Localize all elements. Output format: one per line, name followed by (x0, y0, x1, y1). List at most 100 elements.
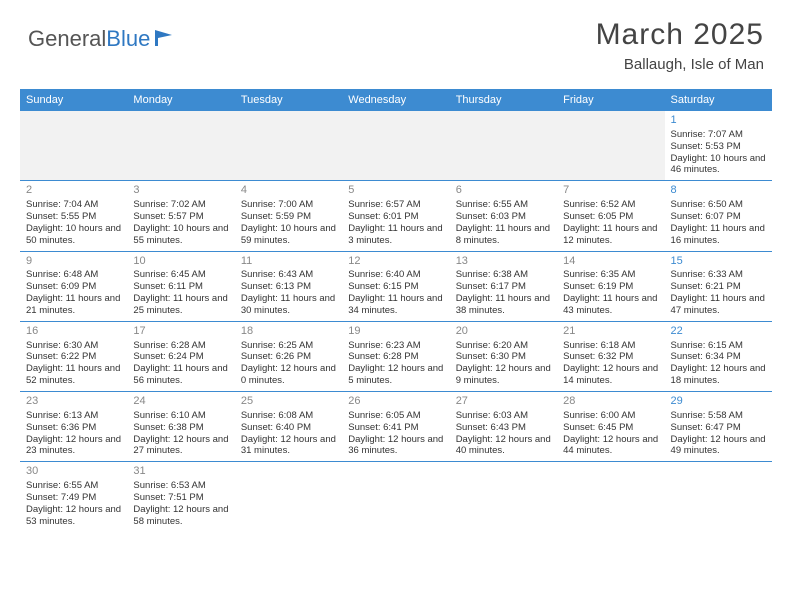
sunset-text: Sunset: 5:59 PM (241, 211, 336, 223)
sunrise-text: Sunrise: 6:20 AM (456, 340, 551, 352)
calendar-cell: 9Sunrise: 6:48 AMSunset: 6:09 PMDaylight… (20, 251, 127, 321)
sunset-text: Sunset: 6:01 PM (348, 211, 443, 223)
daylight-text: Daylight: 11 hours and 16 minutes. (671, 223, 766, 247)
day-number: 31 (133, 465, 228, 479)
page-header: General Blue March 2025 Ballaugh, Isle o… (0, 0, 792, 81)
day-number: 26 (348, 395, 443, 409)
sunrise-text: Sunrise: 6:15 AM (671, 340, 766, 352)
month-title: March 2025 (596, 18, 764, 52)
day-number: 24 (133, 395, 228, 409)
calendar-cell: 31Sunrise: 6:53 AMSunset: 7:51 PMDayligh… (127, 462, 234, 532)
sunrise-text: Sunrise: 6:05 AM (348, 410, 443, 422)
sunset-text: Sunset: 6:45 PM (563, 422, 658, 434)
sunset-text: Sunset: 6:22 PM (26, 351, 121, 363)
sunrise-text: Sunrise: 6:08 AM (241, 410, 336, 422)
calendar-cell: 5Sunrise: 6:57 AMSunset: 6:01 PMDaylight… (342, 181, 449, 251)
sunrise-text: Sunrise: 6:48 AM (26, 269, 121, 281)
sunrise-text: Sunrise: 7:02 AM (133, 199, 228, 211)
sunset-text: Sunset: 6:17 PM (456, 281, 551, 293)
weekday-header-row: Sunday Monday Tuesday Wednesday Thursday… (20, 89, 772, 111)
day-number: 28 (563, 395, 658, 409)
calendar-row: 1Sunrise: 7:07 AMSunset: 5:53 PMDaylight… (20, 111, 772, 181)
sunrise-text: Sunrise: 6:13 AM (26, 410, 121, 422)
day-number: 18 (241, 325, 336, 339)
daylight-text: Daylight: 12 hours and 27 minutes. (133, 434, 228, 458)
sunset-text: Sunset: 6:05 PM (563, 211, 658, 223)
weekday-header: Monday (127, 89, 234, 111)
sunrise-text: Sunrise: 7:00 AM (241, 199, 336, 211)
calendar-cell (450, 111, 557, 181)
daylight-text: Daylight: 11 hours and 8 minutes. (456, 223, 551, 247)
day-number: 5 (348, 184, 443, 198)
daylight-text: Daylight: 11 hours and 47 minutes. (671, 293, 766, 317)
day-number: 29 (671, 395, 766, 409)
calendar-cell: 7Sunrise: 6:52 AMSunset: 6:05 PMDaylight… (557, 181, 664, 251)
daylight-text: Daylight: 10 hours and 59 minutes. (241, 223, 336, 247)
sunrise-text: Sunrise: 6:03 AM (456, 410, 551, 422)
calendar-cell: 25Sunrise: 6:08 AMSunset: 6:40 PMDayligh… (235, 392, 342, 462)
daylight-text: Daylight: 11 hours and 56 minutes. (133, 363, 228, 387)
daylight-text: Daylight: 11 hours and 30 minutes. (241, 293, 336, 317)
day-number: 2 (26, 184, 121, 198)
sunset-text: Sunset: 6:47 PM (671, 422, 766, 434)
weekday-header: Tuesday (235, 89, 342, 111)
sunset-text: Sunset: 6:43 PM (456, 422, 551, 434)
sunset-text: Sunset: 6:19 PM (563, 281, 658, 293)
day-number: 21 (563, 325, 658, 339)
day-number: 27 (456, 395, 551, 409)
weekday-header: Sunday (20, 89, 127, 111)
sunset-text: Sunset: 5:53 PM (671, 141, 766, 153)
calendar-cell: 1Sunrise: 7:07 AMSunset: 5:53 PMDaylight… (665, 111, 772, 181)
day-number: 19 (348, 325, 443, 339)
daylight-text: Daylight: 12 hours and 53 minutes. (26, 504, 121, 528)
sunset-text: Sunset: 7:49 PM (26, 492, 121, 504)
daylight-text: Daylight: 12 hours and 31 minutes. (241, 434, 336, 458)
daylight-text: Daylight: 12 hours and 44 minutes. (563, 434, 658, 458)
calendar-cell: 19Sunrise: 6:23 AMSunset: 6:28 PMDayligh… (342, 321, 449, 391)
calendar-cell: 22Sunrise: 6:15 AMSunset: 6:34 PMDayligh… (665, 321, 772, 391)
sunrise-text: Sunrise: 5:58 AM (671, 410, 766, 422)
day-number: 12 (348, 255, 443, 269)
sunrise-text: Sunrise: 6:00 AM (563, 410, 658, 422)
sunset-text: Sunset: 6:38 PM (133, 422, 228, 434)
day-number: 9 (26, 255, 121, 269)
sunrise-text: Sunrise: 6:10 AM (133, 410, 228, 422)
daylight-text: Daylight: 10 hours and 46 minutes. (671, 153, 766, 177)
calendar-cell: 14Sunrise: 6:35 AMSunset: 6:19 PMDayligh… (557, 251, 664, 321)
day-number: 16 (26, 325, 121, 339)
day-number: 11 (241, 255, 336, 269)
location: Ballaugh, Isle of Man (596, 56, 764, 73)
calendar-cell (235, 462, 342, 532)
sunrise-text: Sunrise: 6:55 AM (26, 480, 121, 492)
calendar-cell (557, 462, 664, 532)
calendar-cell: 3Sunrise: 7:02 AMSunset: 5:57 PMDaylight… (127, 181, 234, 251)
calendar-cell: 28Sunrise: 6:00 AMSunset: 6:45 PMDayligh… (557, 392, 664, 462)
calendar-cell: 30Sunrise: 6:55 AMSunset: 7:49 PMDayligh… (20, 462, 127, 532)
day-number: 25 (241, 395, 336, 409)
sunrise-text: Sunrise: 6:28 AM (133, 340, 228, 352)
calendar-cell (20, 111, 127, 181)
calendar-cell: 29Sunrise: 5:58 AMSunset: 6:47 PMDayligh… (665, 392, 772, 462)
flag-icon (154, 29, 180, 50)
calendar-cell: 27Sunrise: 6:03 AMSunset: 6:43 PMDayligh… (450, 392, 557, 462)
calendar-cell (450, 462, 557, 532)
weekday-header: Friday (557, 89, 664, 111)
sunset-text: Sunset: 6:41 PM (348, 422, 443, 434)
day-number: 23 (26, 395, 121, 409)
day-number: 7 (563, 184, 658, 198)
calendar-cell: 23Sunrise: 6:13 AMSunset: 6:36 PMDayligh… (20, 392, 127, 462)
sunset-text: Sunset: 6:26 PM (241, 351, 336, 363)
daylight-text: Daylight: 11 hours and 25 minutes. (133, 293, 228, 317)
calendar-row: 2Sunrise: 7:04 AMSunset: 5:55 PMDaylight… (20, 181, 772, 251)
day-number: 1 (671, 114, 766, 128)
daylight-text: Daylight: 12 hours and 9 minutes. (456, 363, 551, 387)
sunset-text: Sunset: 6:32 PM (563, 351, 658, 363)
logo: General Blue (28, 26, 180, 52)
sunset-text: Sunset: 6:09 PM (26, 281, 121, 293)
sunrise-text: Sunrise: 6:57 AM (348, 199, 443, 211)
weekday-header: Saturday (665, 89, 772, 111)
day-number: 30 (26, 465, 121, 479)
calendar-cell (342, 111, 449, 181)
sunset-text: Sunset: 5:55 PM (26, 211, 121, 223)
sunset-text: Sunset: 6:24 PM (133, 351, 228, 363)
